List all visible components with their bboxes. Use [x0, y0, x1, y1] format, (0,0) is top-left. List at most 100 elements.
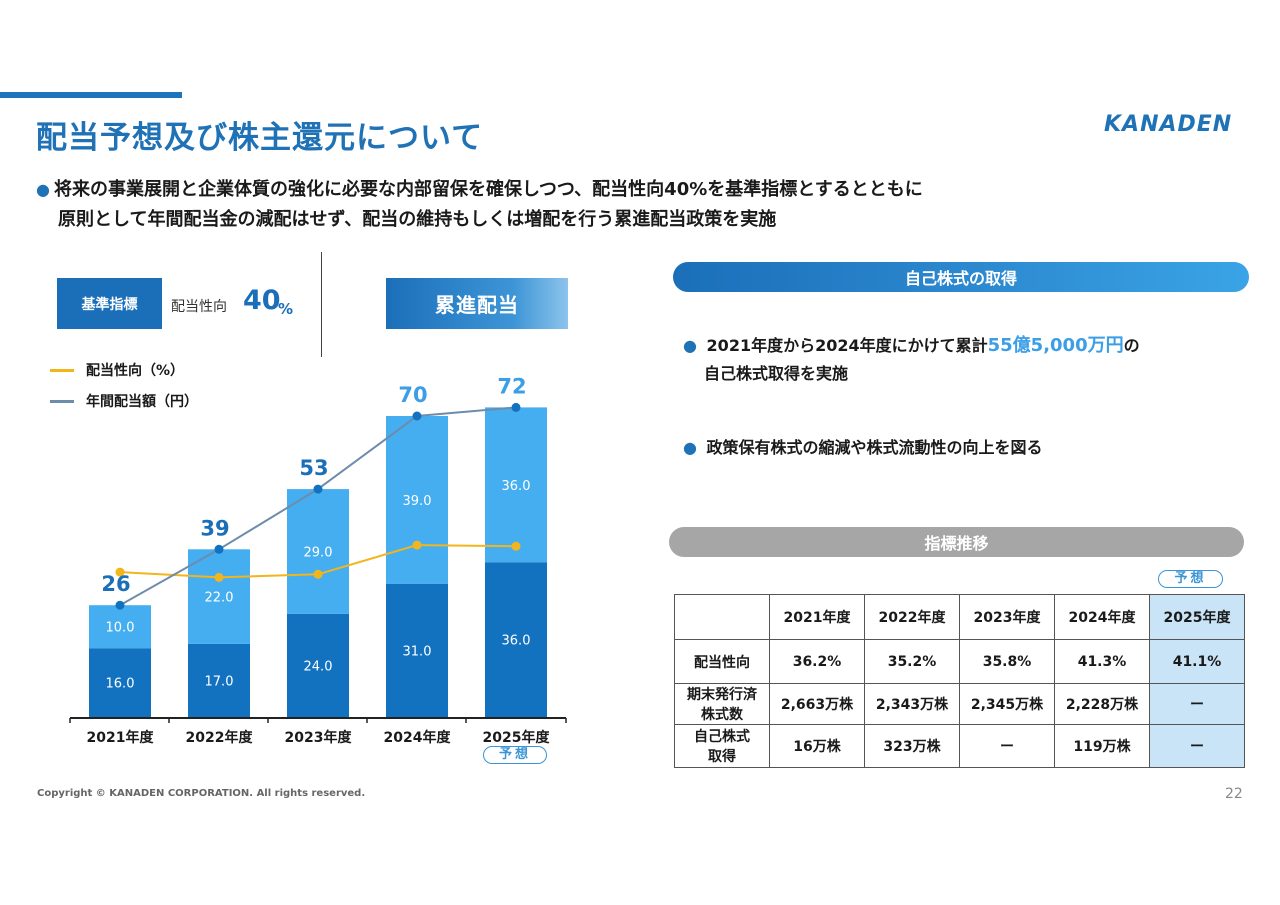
- kijun-label-box: 基準指標: [57, 278, 162, 329]
- table-cell: ー: [959, 724, 1055, 768]
- bar-segment-lower: [89, 648, 151, 717]
- bar-value-label-lower: 24.0: [304, 659, 333, 674]
- bar-value-label-upper: 36.0: [502, 479, 531, 494]
- bullet-dot-icon: ●: [36, 180, 50, 199]
- intro-line-2: 原則として年間配当金の減配はせず、配当の維持もしくは増配を行う累進配当政策を実施: [58, 209, 777, 230]
- table-col-header: 2021年度: [769, 594, 865, 640]
- legend-payout-ratio: 配当性向（%）: [50, 360, 184, 380]
- total-dividend-label: 53: [299, 456, 328, 480]
- table-cell-forecast: 41.1%: [1149, 639, 1245, 684]
- metrics-table: 2021年度 2022年度 2023年度 2024年度 2025年度 配当性向 …: [674, 594, 1245, 768]
- bar-segment-lower: [287, 613, 349, 717]
- table-col-header-forecast: 2025年度: [1149, 594, 1245, 640]
- bar-value-label-upper: 39.0: [403, 494, 432, 509]
- payout-ratio-point: [511, 541, 521, 551]
- table-col-header: 2024年度: [1054, 594, 1150, 640]
- vertical-divider: [321, 252, 322, 357]
- table-row-label: 配当性向: [674, 639, 770, 684]
- buyback-bullet-1-line-2: 自己株式取得を実施: [704, 364, 849, 383]
- table-cell: 36.2%: [769, 639, 865, 684]
- bar-value-label-upper: 22.0: [205, 591, 234, 606]
- x-tick-label: 2024年度: [384, 729, 452, 746]
- bar-segment-lower: [188, 643, 250, 717]
- table-cell: 2,345万株: [959, 683, 1055, 725]
- buyback-header: 自己株式の取得: [673, 262, 1249, 292]
- annual-dividend-point: [214, 544, 224, 554]
- page-number: 22: [1225, 786, 1243, 802]
- annual-dividend-point: [511, 402, 521, 412]
- table-cell: 35.2%: [864, 639, 960, 684]
- table-row: 期末発行済 株式数 2,663万株 2,343万株 2,345万株 2,228万株…: [674, 683, 1245, 725]
- bullet-dot-icon: ●: [683, 438, 697, 457]
- bar-segment-lower: [386, 583, 448, 717]
- buyback-bullet-2: ● 政策保有株式の縮減や株式流動性の向上を図る: [683, 438, 1043, 457]
- metrics-header: 指標推移: [669, 527, 1244, 557]
- bar-value-label-lower: 31.0: [403, 644, 432, 659]
- company-logo: KANADEN: [1104, 112, 1233, 137]
- bar-value-label-upper: 10.0: [106, 621, 135, 636]
- buyback-bullet-1: ● 2021年度から2024年度にかけて累計55億5,000万円の: [683, 335, 1140, 356]
- dividend-chart: 16.0 10.0 2021年度 17.0 22.0 2022年度 24.0 29.0 2023…: [69, 374, 567, 746]
- bar-segment-upper: [287, 489, 349, 614]
- x-tick-label: 2021年度: [87, 729, 155, 746]
- table-cell: 35.8%: [959, 639, 1055, 684]
- total-dividend-label: 72: [497, 374, 526, 398]
- bar-segment-upper: [89, 605, 151, 649]
- legend-yellow-line-icon: [50, 368, 74, 372]
- table-cell: 16万株: [769, 724, 865, 768]
- payout-ratio-unit: %: [278, 300, 294, 318]
- total-dividend-label: 39: [200, 516, 229, 540]
- bar-segment-upper: [485, 407, 547, 563]
- table-cell: 2,663万株: [769, 683, 865, 725]
- legend-dividend-text: 年間配当額（円）: [86, 394, 198, 410]
- table-header-row: 2021年度 2022年度 2023年度 2024年度 2025年度: [674, 594, 1245, 640]
- payout-ratio-point: [313, 569, 323, 579]
- table-row-label: 自己株式 取得: [674, 724, 770, 768]
- table-cell-forecast: ー: [1149, 724, 1245, 768]
- legend-payout-text: 配当性向（%）: [86, 363, 185, 379]
- payout-ratio-label: 配当性向: [171, 299, 227, 315]
- total-dividend-label: 70: [398, 383, 427, 407]
- chart-forecast-badge: 予想: [483, 746, 547, 764]
- x-tick-label: 2023年度: [285, 729, 353, 746]
- table-cell: 2,228万株: [1054, 683, 1150, 725]
- copyright: Copyright © KANADEN CORPORATION. All rig…: [37, 788, 366, 799]
- annual-dividend-point: [313, 484, 323, 494]
- payout-ratio-point: [214, 572, 224, 582]
- page-title: 配当予想及び株主還元について: [36, 120, 484, 156]
- annual-dividend-point: [412, 411, 422, 421]
- payout-ratio-value: 40: [243, 285, 281, 316]
- bar-value-label-lower: 36.0: [502, 634, 531, 649]
- payout-ratio-point: [412, 540, 422, 550]
- bar-value-label-lower: 16.0: [106, 677, 135, 692]
- table-row: 自己株式 取得 16万株 323万株 ー 119万株 ー: [674, 724, 1245, 768]
- total-dividend-label: 26: [101, 572, 130, 596]
- table-col-header: 2023年度: [959, 594, 1055, 640]
- legend-gray-line-icon: [50, 399, 74, 403]
- table-forecast-badge: 予想: [1158, 570, 1223, 588]
- annual-dividend-point: [115, 600, 125, 610]
- table-row: 配当性向 36.2% 35.2% 35.8% 41.3% 41.1%: [674, 639, 1245, 684]
- bar-value-label-lower: 17.0: [205, 674, 234, 689]
- bar-value-label-upper: 29.0: [304, 545, 333, 560]
- intro-text-1: 将来の事業展開と企業体質の強化に必要な内部留保を確保しつつ、配当性向40%を基準…: [53, 179, 923, 200]
- payout-ratio-point: [115, 567, 125, 577]
- top-accent-bar: [0, 92, 182, 98]
- buyback-amount: 55億5,000万円: [987, 335, 1124, 356]
- bullet-dot-icon: ●: [683, 336, 697, 355]
- bar-segment-upper: [188, 549, 250, 644]
- table-row-label: 期末発行済 株式数: [674, 683, 770, 725]
- table-col-header: 2022年度: [864, 594, 960, 640]
- x-tick-label: 2022年度: [186, 729, 254, 746]
- intro-line-1: ● 将来の事業展開と企業体質の強化に必要な内部留保を確保しつつ、配当性向40%を基…: [36, 175, 923, 201]
- bar-segment-lower: [485, 562, 547, 717]
- table-cell: 41.3%: [1054, 639, 1150, 684]
- table-cell: 119万株: [1054, 724, 1150, 768]
- bar-segment-upper: [386, 416, 448, 584]
- x-tick-label: 2025年度: [483, 729, 551, 746]
- table-cell: 2,343万株: [864, 683, 960, 725]
- legend-annual-dividend: 年間配当額（円）: [50, 391, 198, 411]
- table-corner-cell: [674, 594, 770, 640]
- progressive-dividend-box: 累進配当: [386, 278, 568, 329]
- table-cell: 323万株: [864, 724, 960, 768]
